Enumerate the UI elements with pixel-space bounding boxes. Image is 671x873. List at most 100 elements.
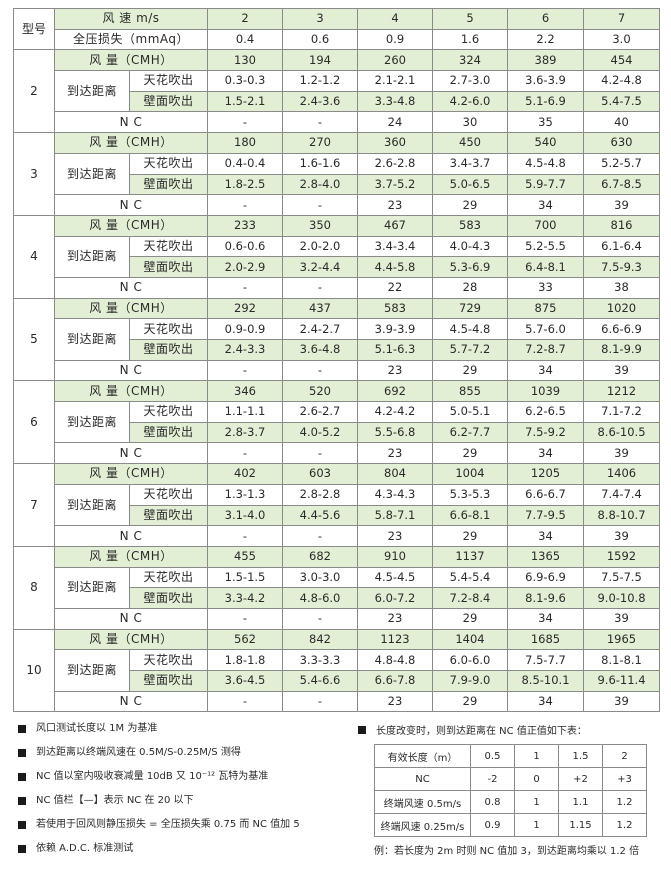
nc-cell: 24 — [357, 111, 433, 134]
nc-cell: - — [282, 525, 358, 547]
table-row: N C - -24 30 35 40 — [14, 111, 660, 134]
nc-label: N C — [54, 359, 208, 382]
airflow-cell: 1020 — [583, 297, 660, 320]
length-cell: 0.5 — [470, 744, 515, 768]
table-row: N C - -22 28 33 38 — [14, 276, 660, 299]
table-row: 到达距离 天花吹出 1.5-1.5 3.0-3.0 4.5-4.5 5.4-5.4 6.9-… — [14, 566, 660, 609]
wall-cell: 3.6-4.5 — [207, 670, 283, 692]
airflow-cell: 350 — [282, 214, 358, 237]
nc-cell: - — [207, 690, 283, 713]
bullet-square-icon — [358, 725, 366, 734]
nc-cell: - — [282, 690, 358, 713]
note-item: 若使用于回风则静压损失 = 全压损失乘 0.75 而 NC 值加 5 — [18, 818, 338, 842]
nc-cell: 35 — [507, 111, 584, 134]
nc-cell: 34 — [507, 359, 584, 382]
table-row: 到达距离 天花吹出 0.3-0.3 1.2-1.2 2.1-2.1 2.7-3.0 3.6-… — [14, 70, 660, 113]
pressure-cell: 0.9 — [357, 28, 433, 51]
airflow-label: 风 量（CMH） — [54, 545, 208, 568]
airflow-cell: 855 — [432, 380, 508, 403]
nc-cell: 29 — [432, 194, 508, 216]
wall-cell: 1.8-2.5 — [207, 173, 283, 196]
ceiling-cell: 1.6-1.6 — [282, 152, 358, 175]
wall-cell: 5.8-7.1 — [357, 504, 433, 527]
table-row: 到达距离 天花吹出 1.1-1.1 2.6-2.7 4.2-4.2 5.0-5.1 6.2-… — [14, 401, 660, 444]
table-row: N C - -23 29 34 39 — [14, 607, 660, 630]
bullet-square-icon — [18, 797, 26, 805]
nc-cell: - — [282, 607, 358, 630]
wall-cell: 7.2-8.4 — [432, 587, 508, 609]
nc-cell: 22 — [357, 276, 433, 299]
reach-label: 到达距离 — [54, 483, 130, 527]
table-row: 壁面吹出 1.5-2.1 2.4-3.6 3.3-4.8 4.2-6.0 5.1-6.9 5… — [14, 90, 660, 113]
airflow-cell: 875 — [507, 297, 584, 320]
length-cell: 有效长度（m） — [374, 744, 471, 768]
wall-cell: 5.3-6.9 — [432, 256, 508, 278]
nc-cell: 29 — [432, 690, 508, 713]
table-row: 到达距离 天花吹出 0.6-0.6 2.0-2.0 3.4-3.4 4.0-4.3 5.2-… — [14, 235, 660, 278]
wall-cell: 7.7-9.5 — [507, 504, 584, 527]
wall-cell: 4.4-5.6 — [282, 504, 358, 527]
wall-cell: 3.6-4.8 — [282, 339, 358, 361]
nc-cell: 34 — [507, 442, 584, 465]
nc-label: N C — [54, 194, 208, 216]
ceiling-cell: 6.2-6.5 — [507, 401, 584, 423]
wall-cell: 9.0-10.8 — [583, 587, 660, 609]
wall-cell: 7.5-9.2 — [507, 421, 584, 444]
airflow-cell: 520 — [282, 380, 358, 403]
wall-label: 壁面吹出 — [129, 504, 208, 527]
reach-label: 到达距离 — [54, 235, 130, 278]
bullet-square-icon — [18, 845, 26, 853]
wall-cell: 6.6-8.1 — [432, 504, 508, 527]
bullet-square-icon — [18, 749, 26, 757]
table-row: 到达距离 天花吹出 1.8-1.8 3.3-3.3 4.8-4.8 6.0-6.0 7.5-… — [14, 649, 660, 692]
ceiling-cell: 2.7-3.0 — [432, 70, 508, 92]
pressure-cell: 2.2 — [507, 28, 584, 51]
ceiling-cell: 7.5-7.5 — [583, 566, 660, 589]
ceiling-cell: 4.5-4.5 — [357, 566, 433, 589]
wall-cell: 7.2-8.7 — [507, 339, 584, 361]
nc-cell: 34 — [507, 607, 584, 630]
ceiling-cell: 3.4-3.7 — [432, 152, 508, 175]
length-cell: 1.1 — [558, 790, 603, 814]
length-cell: 1 — [514, 744, 559, 768]
airflow-cell: 1365 — [507, 545, 584, 568]
ceiling-cell: 3.3-3.3 — [282, 649, 358, 671]
airflow-cell: 194 — [282, 49, 358, 72]
speed-cell: 6 — [507, 8, 584, 30]
nc-label: N C — [54, 111, 208, 134]
ceiling-cell: 0.6-0.6 — [207, 235, 283, 258]
reach-label: 到达距离 — [54, 566, 130, 609]
note-text: 若使用于回风则静压损失 = 全压损失乘 0.75 而 NC 值加 5 — [36, 819, 300, 830]
wall-cell: 2.4-3.3 — [207, 339, 283, 361]
nc-cell: 40 — [583, 111, 660, 134]
nc-cell: - — [207, 111, 283, 134]
table-row: 到达距离 天花吹出 0.9-0.9 2.4-2.7 3.9-3.9 4.5-4.8 5.7-… — [14, 318, 660, 361]
airflow-label: 风 量（CMH） — [54, 132, 208, 154]
table-row: N C - -23 29 34 39 — [14, 359, 660, 382]
airflow-cell: 1039 — [507, 380, 584, 403]
nc-cell: - — [207, 607, 283, 630]
pressure-cell: 0.6 — [282, 28, 358, 51]
table-row: N C - -23 29 34 39 — [14, 442, 660, 465]
airflow-cell: 1205 — [507, 463, 584, 485]
nc-label: N C — [54, 690, 208, 713]
length-cell: 终端风速 0.25m/s — [374, 813, 471, 837]
ceiling-cell: 2.4-2.7 — [282, 318, 358, 340]
wall-cell: 1.5-2.1 — [207, 90, 283, 113]
airflow-cell: 700 — [507, 214, 584, 237]
speed-cell: 3 — [282, 8, 358, 30]
ceiling-label: 天花吹出 — [129, 70, 208, 92]
wall-cell: 3.3-4.8 — [357, 90, 433, 113]
pressure-cell: 0.4 — [207, 28, 283, 51]
wall-cell: 2.4-3.6 — [282, 90, 358, 113]
ceiling-cell: 1.1-1.1 — [207, 401, 283, 423]
wall-cell: 3.7-5.2 — [357, 173, 433, 196]
nc-cell: - — [282, 442, 358, 465]
note-text: NC 值以室内吸收衰减量 10dB 又 10⁻¹² 瓦特为基准 — [36, 771, 269, 782]
reach-label: 到达距离 — [54, 649, 130, 692]
ceiling-cell: 0.3-0.3 — [207, 70, 283, 92]
ceiling-label: 天花吹出 — [129, 235, 208, 258]
airflow-cell: 346 — [207, 380, 283, 403]
airflow-cell: 130 — [207, 49, 283, 72]
